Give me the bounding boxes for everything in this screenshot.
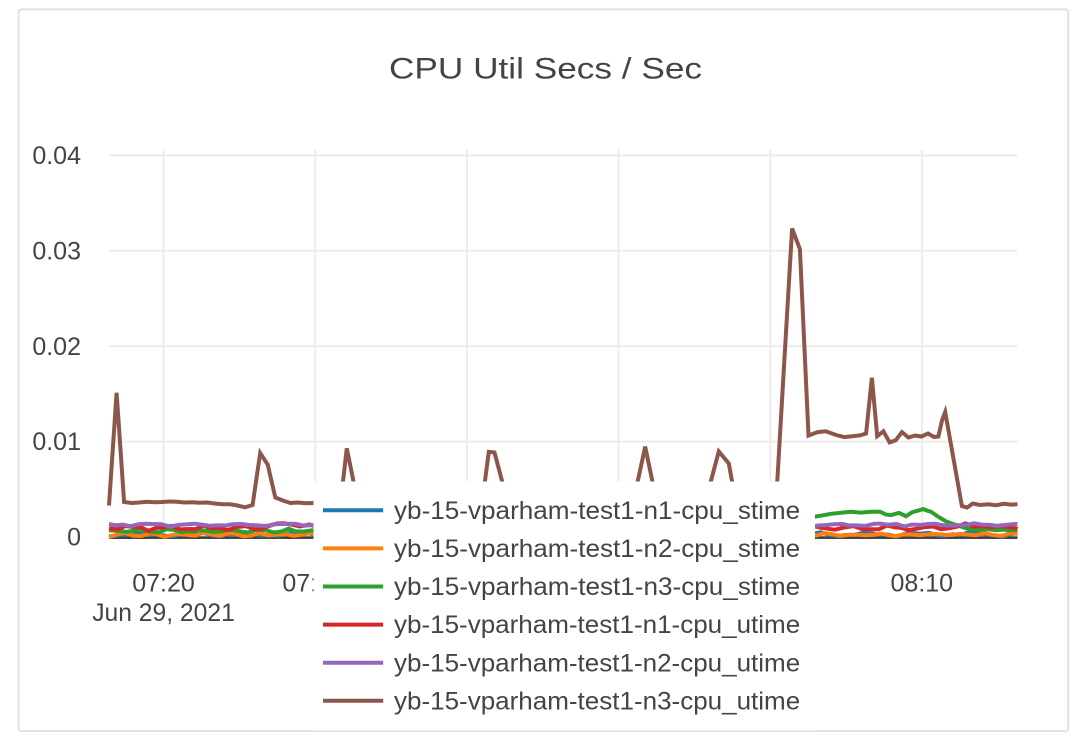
svg-text:0.04: 0.04	[32, 142, 81, 170]
svg-text:Jun 29, 2021: Jun 29, 2021	[92, 599, 235, 627]
svg-text:yb-15-vparham-test1-n3-cpu_uti: yb-15-vparham-test1-n3-cpu_utime	[394, 687, 800, 715]
svg-text:CPU Util Secs / Sec: CPU Util Secs / Sec	[389, 53, 702, 86]
svg-text:0.03: 0.03	[32, 237, 81, 265]
svg-text:0: 0	[67, 524, 81, 552]
svg-text:yb-15-vparham-test1-n1-cpu_uti: yb-15-vparham-test1-n1-cpu_utime	[394, 611, 800, 639]
svg-text:yb-15-vparham-test1-n2-cpu_sti: yb-15-vparham-test1-n2-cpu_stime	[394, 535, 800, 563]
svg-text:0.01: 0.01	[32, 428, 81, 456]
svg-text:0.02: 0.02	[32, 333, 81, 361]
svg-text:yb-15-vparham-test1-n3-cpu_sti: yb-15-vparham-test1-n3-cpu_stime	[394, 573, 800, 601]
svg-text:yb-15-vparham-test1-n1-cpu_sti: yb-15-vparham-test1-n1-cpu_stime	[394, 497, 800, 525]
svg-text:07:20: 07:20	[132, 569, 195, 597]
svg-text:yb-15-vparham-test1-n2-cpu_uti: yb-15-vparham-test1-n2-cpu_utime	[394, 649, 800, 677]
svg-text:08:10: 08:10	[891, 569, 954, 597]
